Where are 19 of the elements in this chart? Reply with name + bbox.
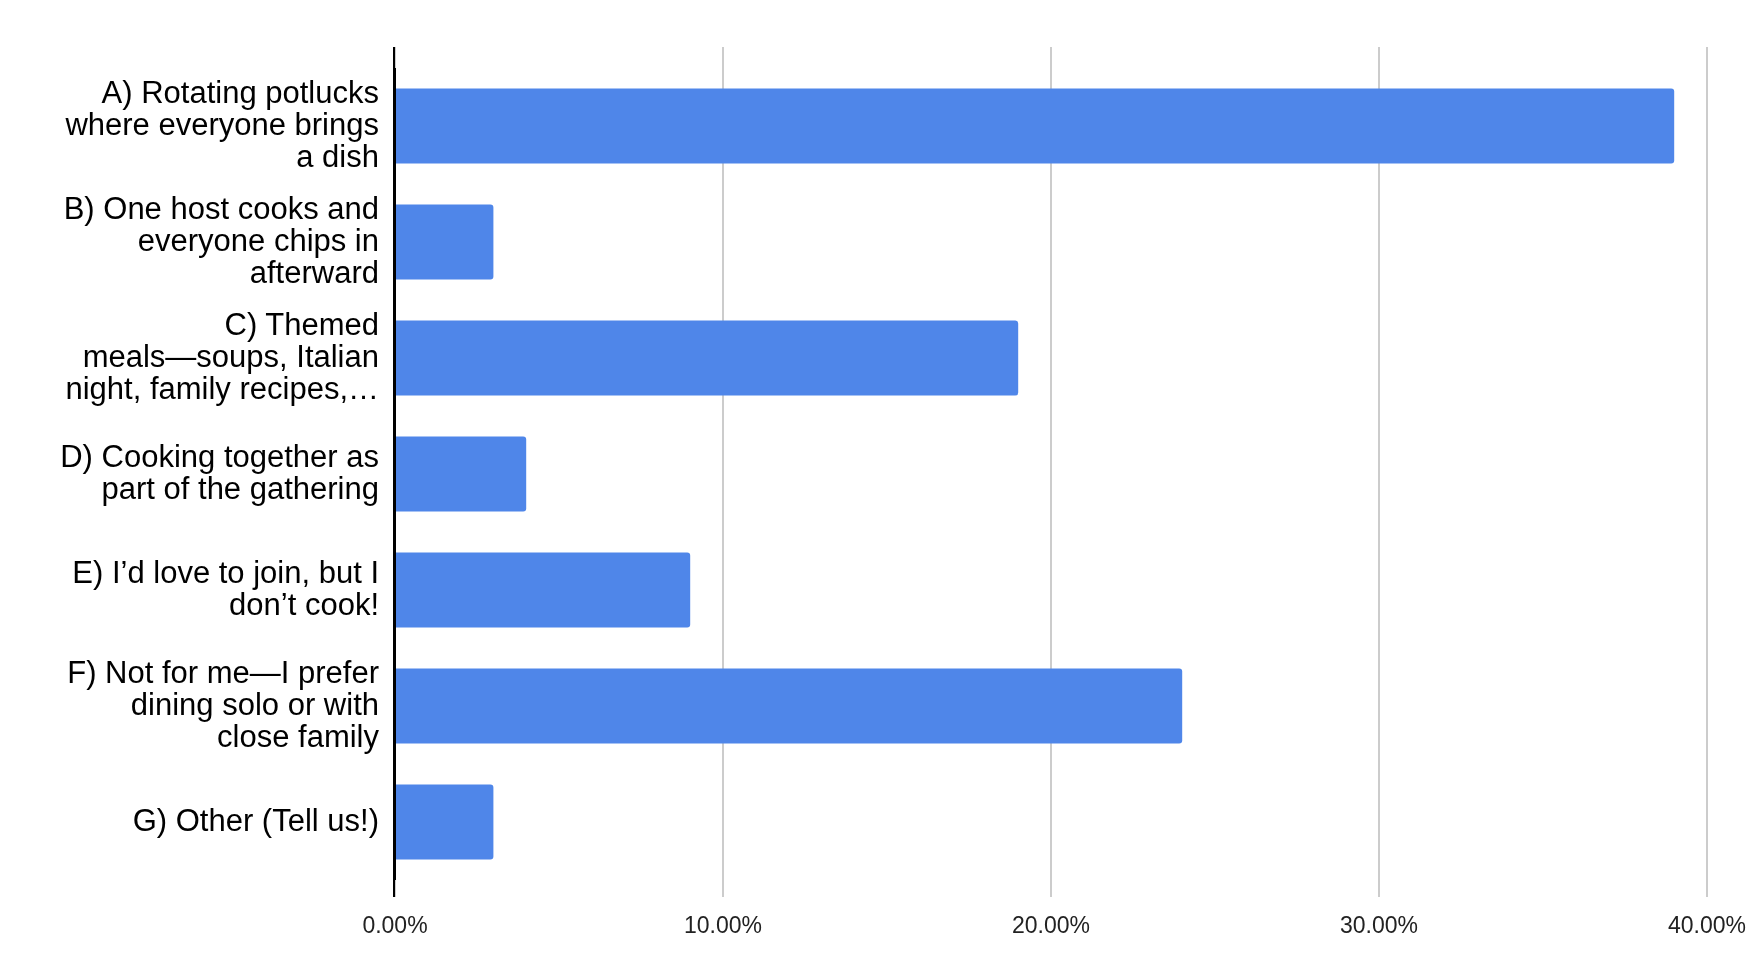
y-tick-label: G) Other (Tell us!) [132,802,379,838]
bar [396,436,527,512]
bar [396,552,691,628]
y-tick-label: E) I’d love to join, but I don’t cook! [72,554,379,622]
bar [396,784,494,860]
y-tick-label: B) One host cooks and everyone chips in afterward [63,190,379,290]
bar [396,668,1183,744]
x-tick-label: 30.00% [1339,912,1419,939]
x-tick-label: 20.00% [1011,912,1091,939]
y-tick-label: D) Cooking together as part of the gathering [60,438,379,506]
y-tick-label: A) Rotating potlucks where everyone brings a dish [64,74,379,174]
bar [396,204,494,280]
bar [396,88,1675,164]
x-tick-label: 10.00% [683,912,763,939]
y-tick-label: F) Not for me—I prefer dining solo or with close family [67,654,380,754]
bar [396,320,1019,396]
x-tick-label: 0.00% [362,912,428,939]
y-tick-label: C) Themed meals—soups, Italian night, family recipes,… [65,306,379,406]
x-tick-label: 40.00% [1667,912,1747,939]
